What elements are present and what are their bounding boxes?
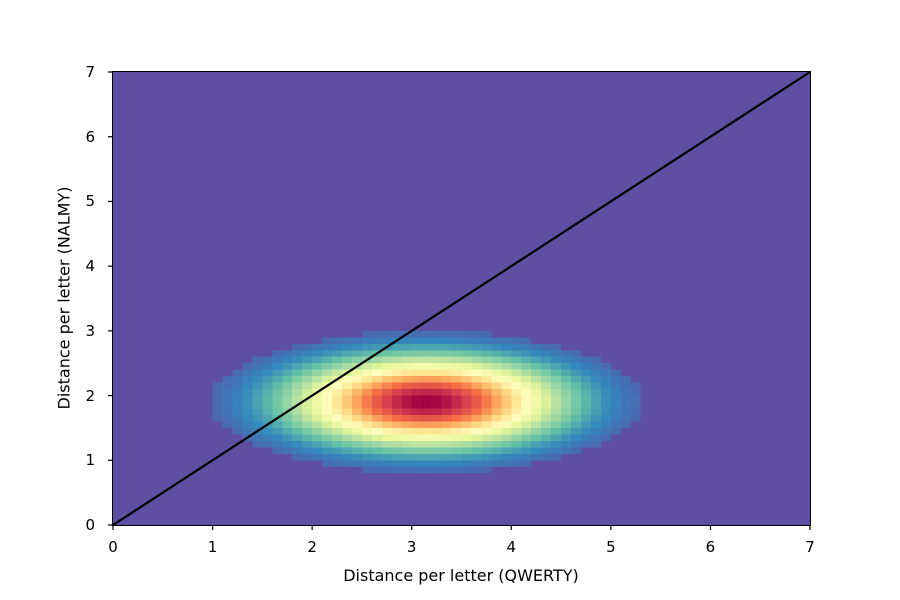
x-tick-label: 2 bbox=[307, 538, 317, 556]
y-tick-label: 0 bbox=[85, 516, 95, 534]
y-tick-label: 5 bbox=[85, 192, 95, 211]
identity-line bbox=[112, 71, 811, 526]
y-tick-label: 1 bbox=[85, 451, 95, 470]
x-tick-label: 0 bbox=[108, 538, 118, 556]
y-tick-label: 4 bbox=[85, 257, 95, 276]
y-tick-label: 7 bbox=[85, 63, 95, 81]
x-tick-label: 1 bbox=[207, 538, 218, 556]
y-axis-label: Distance per letter (NALMY) bbox=[54, 186, 74, 410]
x-tick-label: 3 bbox=[406, 538, 417, 556]
y-tick-label: 3 bbox=[85, 321, 95, 340]
tick-marks bbox=[108, 71, 811, 530]
x-tick-label: 7 bbox=[805, 538, 815, 556]
y-tick-label: 6 bbox=[85, 127, 95, 146]
x-tick-label: 4 bbox=[506, 538, 517, 556]
x-tick-label: 6 bbox=[705, 538, 716, 556]
x-axis-label: Distance per letter (QWERTY) bbox=[343, 566, 579, 585]
x-tick-label: 5 bbox=[606, 538, 616, 556]
y-tick-label: 2 bbox=[85, 386, 95, 405]
